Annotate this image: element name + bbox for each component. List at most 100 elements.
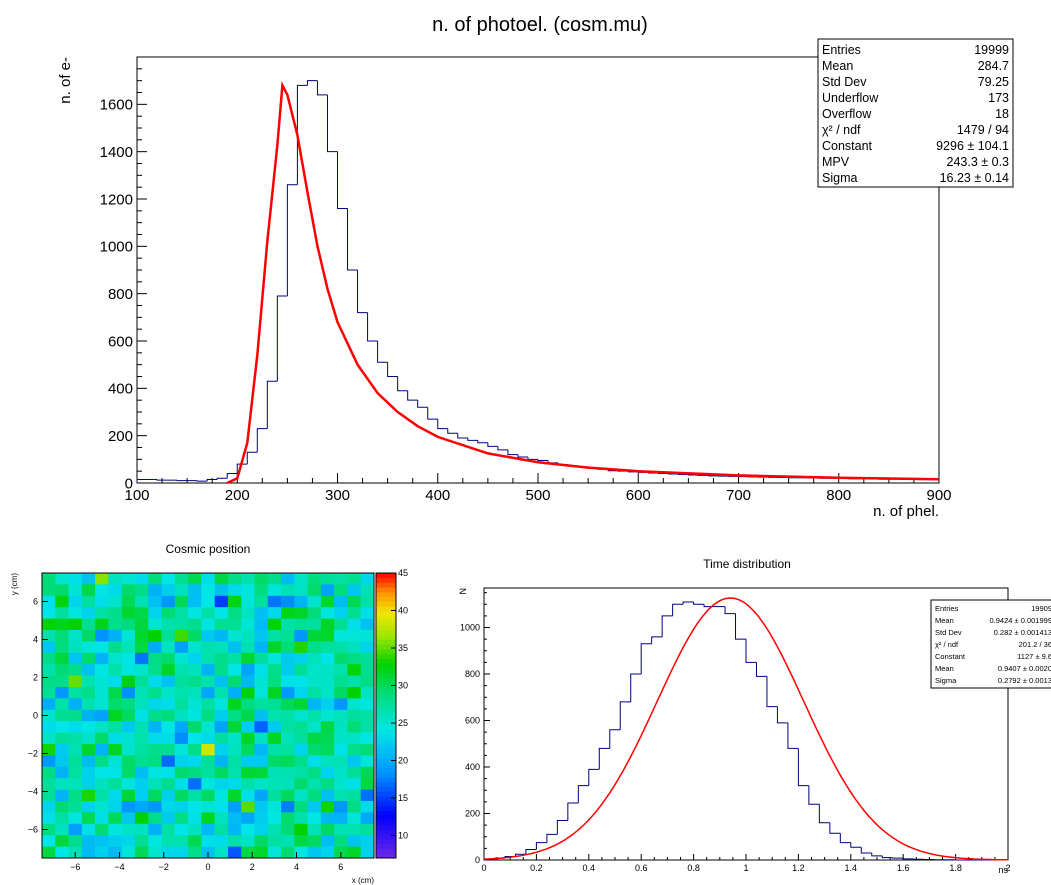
colorbar-segment: [376, 653, 396, 659]
heatmap-cell: [42, 641, 56, 654]
colorbar-segment: [376, 677, 396, 683]
heatmap-cell: [320, 744, 335, 756]
heatmap-cell: [320, 835, 335, 847]
heatmap-cell: [214, 687, 229, 699]
heatmap-cell: [108, 709, 122, 722]
heatmap-cell: [294, 573, 308, 585]
heatmap-cell: [254, 732, 269, 745]
heatmap-cell: [347, 812, 362, 825]
heatmap-cell: [161, 823, 176, 836]
heatmap-cell: [201, 687, 215, 699]
histogram-bin: [136, 478, 148, 483]
heatmap-cell: [214, 641, 229, 654]
colorbar-segment: [376, 824, 396, 830]
heatmap-cell: [334, 721, 348, 733]
heatmap-cell: [307, 584, 322, 597]
heatmap-cell: [161, 687, 176, 699]
heatmap-cell: [95, 846, 109, 859]
histogram-bin: [437, 419, 448, 430]
heatmap-cell: [42, 595, 56, 608]
heatmap-cell: [360, 766, 375, 779]
heatmap-cell: [55, 630, 69, 642]
heatmap-cell: [334, 573, 348, 585]
heatmap-cell: [227, 698, 242, 711]
heatmap-cell: [320, 630, 335, 642]
heatmap-cell: [81, 618, 96, 631]
heatmap-cell: [134, 721, 149, 733]
histogram-bin: [417, 400, 428, 408]
heatmap-cell: [174, 766, 189, 779]
heatmap-cell: [214, 618, 229, 631]
heatmap-cell: [134, 789, 149, 802]
colorbar-tick-label: 35: [398, 643, 408, 653]
heatmap-cell: [174, 846, 189, 859]
colorbar-segment: [376, 611, 396, 617]
heatmap-cell: [294, 652, 308, 665]
heatmap-cell: [320, 675, 335, 688]
heatmap-cell: [148, 687, 162, 699]
histogram-bin: [206, 478, 218, 482]
heatmap-cell: [174, 675, 189, 688]
heatmap-cell: [161, 789, 176, 802]
stats-label: Constant: [935, 652, 966, 661]
stats-label: Mean: [822, 59, 853, 73]
y-axis-label: y (cm): [10, 573, 19, 596]
heatmap-cell: [148, 778, 162, 790]
x-tick-label: 900: [926, 487, 951, 504]
y-tick-label: 6: [33, 597, 38, 607]
heatmap-cell: [347, 778, 362, 790]
heatmap-cell: [95, 801, 109, 813]
heatmap-cell: [347, 675, 362, 688]
heatmap-cell: [174, 652, 189, 665]
heatmap-cell: [214, 630, 229, 642]
heatmap-cell: [134, 732, 149, 745]
heatmap-cell: [267, 630, 282, 642]
heatmap-cell: [201, 789, 215, 802]
heatmap-cell: [201, 652, 215, 665]
colorbar-segment: [376, 848, 396, 854]
heatmap-cell: [188, 652, 202, 665]
stats-value: 173: [988, 91, 1009, 105]
heatmap-cell: [188, 755, 202, 768]
heatmap-cell: [241, 778, 255, 790]
heatmap-cell: [42, 789, 56, 802]
heatmap-cell: [68, 721, 83, 733]
heatmap-cell: [188, 618, 202, 631]
colorbar-segment: [376, 587, 396, 593]
histogram-bin: [567, 802, 579, 821]
heatmap-cell: [281, 778, 295, 790]
heatmap-cell: [121, 755, 136, 768]
heatmap-cell: [347, 835, 362, 847]
heatmap-cell: [95, 595, 109, 608]
heatmap-cell: [95, 709, 109, 722]
heatmap-cell: [188, 584, 202, 597]
heatmap-cell: [95, 664, 109, 676]
histogram-bin: [682, 601, 694, 605]
heatmap-cell: [214, 652, 229, 665]
heatmap-cell: [68, 630, 83, 642]
y-tick-label: 4: [33, 635, 38, 645]
heatmap-cell: [81, 573, 96, 585]
heatmap-cell: [360, 618, 375, 631]
heatmap-cell: [121, 812, 136, 825]
heatmap-cell: [254, 755, 269, 768]
heatmap-cell: [254, 675, 269, 688]
heatmap-cell: [161, 595, 176, 608]
heatmap-cell: [334, 801, 348, 813]
x-tick-label: −4: [114, 862, 124, 872]
heatmap-cell: [241, 812, 255, 825]
heatmap-cell: [281, 618, 295, 631]
heatmap-cell: [148, 630, 162, 642]
histogram: [483, 601, 1008, 861]
colorbar-segment: [376, 753, 396, 759]
heatmap-cell: [55, 766, 69, 779]
colorbar-segment: [376, 601, 396, 607]
colorbar-segment: [376, 620, 396, 626]
heatmap-cell: [254, 687, 269, 699]
x-tick-label: 700: [726, 487, 751, 504]
heatmap-cell: [281, 801, 295, 813]
heatmap-cell: [148, 675, 162, 688]
heatmap-cell: [227, 835, 242, 847]
heatmap-cell: [174, 812, 189, 825]
histogram-bin: [745, 639, 757, 663]
